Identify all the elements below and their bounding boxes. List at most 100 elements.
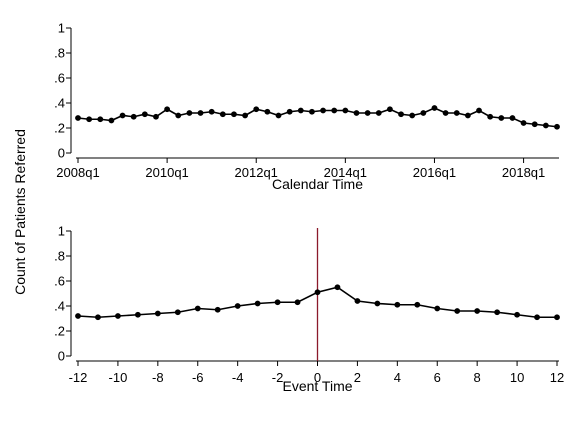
x-tick-label: 12	[550, 370, 564, 385]
data-point	[214, 306, 221, 313]
data-point	[364, 110, 371, 116]
data-point	[234, 303, 241, 309]
y-tick-label: .6	[54, 274, 65, 289]
data-point	[242, 112, 248, 119]
x-tick-label: 2	[354, 370, 361, 385]
data-point	[208, 108, 215, 115]
x-axis-title: Calendar Time	[272, 176, 363, 192]
x-tick-label: 10	[510, 370, 524, 385]
data-point	[409, 112, 416, 119]
data-point	[474, 308, 481, 314]
x-tick-label: 2010q1	[145, 165, 188, 180]
y-tick-label: .6	[54, 71, 65, 86]
data-point	[264, 108, 271, 115]
y-tick-label: 0	[58, 349, 65, 364]
data-point	[334, 284, 341, 291]
data-point	[531, 121, 538, 128]
x-axis-title: Event Time	[282, 378, 352, 394]
data-point	[186, 110, 193, 116]
y-tick-label: .4	[54, 299, 65, 314]
x-tick-label: -8	[152, 370, 164, 385]
data-point	[194, 305, 201, 312]
data-point	[115, 313, 121, 319]
y-tick-label: 0	[58, 146, 65, 161]
data-point	[154, 310, 161, 317]
data-point	[219, 111, 226, 118]
y-tick-label: .8	[54, 249, 65, 264]
data-point	[454, 308, 461, 314]
data-point	[464, 112, 471, 119]
data-point	[294, 299, 301, 306]
data-point	[554, 314, 560, 321]
y-tick-label: .2	[54, 121, 65, 136]
data-point	[75, 313, 81, 319]
data-point	[342, 107, 349, 114]
data-point	[253, 106, 260, 113]
data-point	[108, 117, 115, 124]
x-tick-label: 4	[394, 370, 401, 385]
data-point	[134, 311, 141, 318]
x-tick-label: 2016q1	[413, 165, 456, 180]
event-time-panel: 0 .2 .4 .6 .8 1 -12 -10 -8 -6 -4 -2 0 2 4 6 8 10 12 Event T…	[54, 224, 564, 395]
y-tick-label: .4	[54, 96, 65, 111]
data-point	[554, 123, 560, 130]
data-point	[231, 111, 237, 118]
data-point	[309, 108, 315, 115]
data-point	[130, 113, 137, 120]
data-point	[354, 298, 361, 304]
data-point	[254, 300, 261, 307]
data-point	[394, 301, 401, 308]
data-point	[542, 122, 549, 129]
x-tick-label: -6	[192, 370, 204, 385]
x-tick-label: -2	[272, 370, 284, 385]
data-point	[297, 107, 304, 114]
data-point	[197, 110, 204, 116]
y-tick-label: 1	[58, 224, 65, 239]
data-point	[314, 289, 321, 296]
data-point	[494, 309, 501, 316]
data-point	[353, 110, 360, 116]
data-point	[153, 113, 159, 120]
data-point	[164, 106, 171, 113]
data-point	[75, 115, 81, 121]
x-tick-label: 0	[314, 370, 321, 385]
x-tick-label: 2014q1	[324, 165, 367, 180]
data-point	[414, 301, 421, 308]
data-point	[275, 112, 282, 119]
data-point	[442, 110, 449, 116]
data-point	[534, 314, 540, 321]
data-point	[476, 107, 482, 114]
y-tick-label: 1	[58, 21, 65, 36]
data-point	[453, 110, 460, 116]
data-point	[398, 111, 404, 118]
data-point	[174, 309, 181, 316]
x-tick-label: 8	[474, 370, 481, 385]
data-point	[141, 111, 148, 118]
data-point	[331, 107, 338, 114]
x-tick-label: -12	[69, 370, 88, 385]
data-point	[320, 107, 326, 114]
data-point	[86, 116, 93, 123]
data-point	[119, 112, 126, 119]
data-point	[375, 110, 382, 116]
data-point	[487, 113, 494, 120]
data-point	[420, 110, 427, 116]
calendar-time-panel: 0 .2 .4 .6 .8 1 2008q1 2010q1 2012q1 2014q1 2016q1…	[54, 21, 560, 192]
x-tick-label: 2012q1	[235, 165, 278, 180]
x-tick-label: 6	[434, 370, 441, 385]
shared-y-axis-label: Count of Patients Referred	[12, 129, 28, 295]
data-point	[374, 300, 381, 307]
data-point	[520, 120, 527, 126]
y-tick-label: .8	[54, 46, 65, 61]
x-tick-label: -10	[109, 370, 128, 385]
data-point	[97, 116, 104, 123]
data-point	[175, 112, 182, 119]
x-tick-label: -4	[232, 370, 244, 385]
data-point	[274, 299, 281, 306]
x-tick-label: 2018q1	[502, 165, 545, 180]
data-point	[431, 105, 438, 111]
y-tick-label: .2	[54, 324, 65, 339]
data-point	[387, 106, 393, 113]
